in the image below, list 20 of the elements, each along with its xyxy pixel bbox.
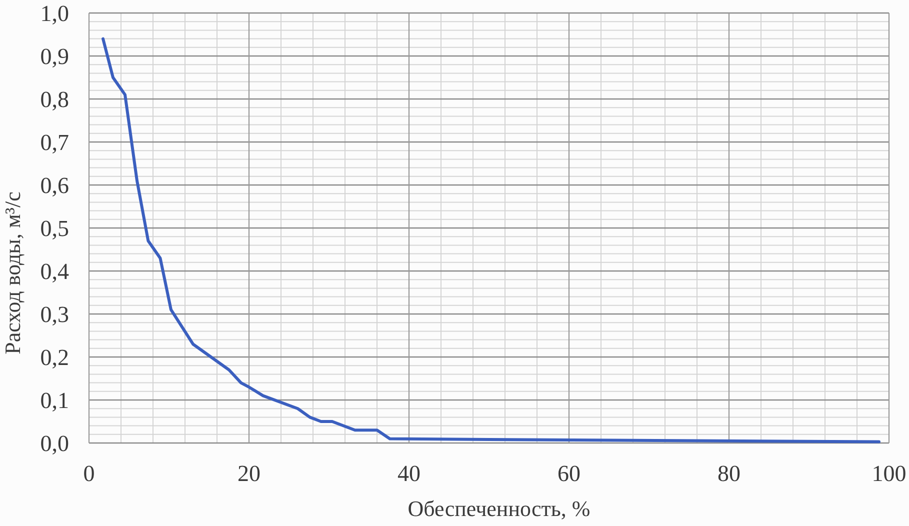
y-tick-label: 1,0 [40, 1, 69, 26]
x-axis-title: Обеспеченность, % [408, 496, 590, 521]
y-tick-label: 0,5 [40, 216, 69, 242]
y-tick-label: 0,7 [40, 130, 69, 156]
y-axis-title: Расход воды, м³/с [0, 191, 25, 354]
y-tick-label: 0,3 [40, 302, 69, 328]
x-tick-label: 60 [558, 461, 580, 486]
y-tick-label: 0,6 [40, 173, 69, 198]
x-tick-label: 40 [398, 461, 420, 486]
y-tick-label: 0,9 [40, 44, 69, 70]
x-tick-label: 80 [718, 461, 740, 486]
x-tick-label: 0 [83, 461, 95, 486]
y-tick-label: 0,8 [40, 87, 69, 112]
x-tick-label: 20 [238, 461, 260, 486]
y-tick-label: 0,4 [40, 259, 70, 284]
y-tick-label: 0,0 [40, 431, 69, 456]
y-tick-label: 0,1 [40, 388, 69, 414]
y-tick-label: 0,2 [40, 345, 69, 370]
line-series [102, 37, 880, 444]
x-tick-label: 100 [872, 461, 906, 486]
